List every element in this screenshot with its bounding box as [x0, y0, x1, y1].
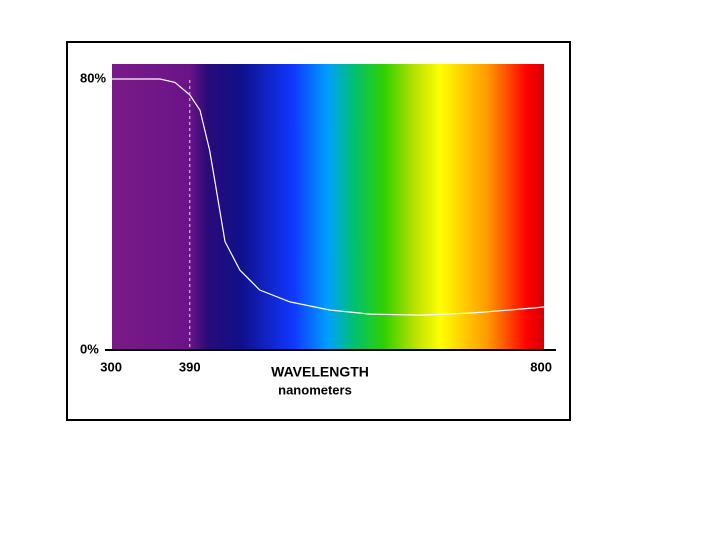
x-tick-label: 300 [100, 359, 122, 374]
data-line [112, 78, 545, 316]
y-tick-label: 80% [80, 70, 106, 85]
y-tick-label: 0% [80, 341, 99, 356]
x-tick-label: 390 [179, 359, 201, 374]
x-axis-subtitle: nanometers [278, 382, 352, 397]
x-tick-label: 800 [530, 359, 552, 374]
x-axis-title: WAVELENGTH [271, 364, 369, 380]
spectrum-background [112, 64, 544, 350]
